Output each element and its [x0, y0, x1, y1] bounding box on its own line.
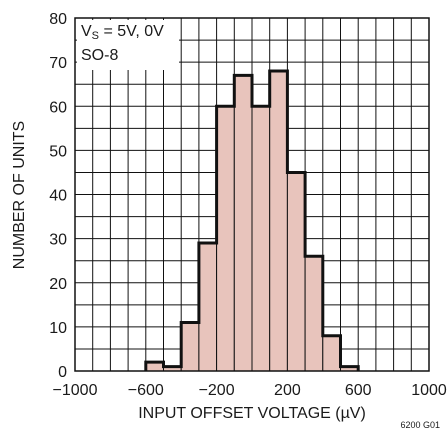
plot-border: [74, 17, 430, 372]
x-tick-label: −200: [199, 382, 235, 399]
histogram-bar: [233, 74, 253, 372]
x-tick-labels: −1000 −600 −200 200 600 1000: [53, 382, 447, 399]
legend-box: VS = 5V, 0V SO-8: [77, 20, 179, 70]
y-tick-label: 0: [58, 364, 67, 381]
histogram-bar: [251, 105, 271, 372]
histogram-bar: [286, 171, 306, 372]
legend-package: SO-8: [81, 47, 119, 64]
y-tick-label: 40: [49, 188, 67, 205]
histogram-bar: [198, 242, 218, 372]
y-axis-label: NUMBER OF UNITS: [11, 120, 29, 269]
legend-supply: VS = 5V, 0V: [81, 23, 164, 42]
histogram-bars: [145, 70, 359, 372]
y-tick-label: 10: [49, 320, 67, 337]
x-tick-label: −1000: [53, 382, 98, 399]
histogram-bar: [322, 335, 341, 372]
x-tick-label: 1000: [411, 382, 447, 399]
histogram-bar: [216, 105, 235, 372]
histogram-bar: [304, 255, 324, 372]
x-tick-label: 600: [345, 382, 372, 399]
plot-frame: [74, 17, 430, 372]
x-tick-label: 200: [274, 382, 301, 399]
y-tick-label: 60: [49, 99, 67, 116]
y-tick-label: 70: [49, 55, 67, 72]
figure-code: 6200 G01: [400, 420, 440, 430]
histogram-bar: [180, 321, 200, 372]
y-tick-label: 80: [49, 11, 67, 28]
histogram-bar: [269, 70, 288, 372]
x-axis-label: INPUT OFFSET VOLTAGE (µV): [138, 405, 366, 422]
y-tick-label: 50: [49, 143, 67, 160]
histogram-outline: [144, 69, 360, 371]
y-tick-label: 20: [49, 276, 67, 293]
y-tick-label: 30: [49, 232, 67, 249]
x-tick-label: −600: [128, 382, 164, 399]
y-tick-labels: 0 10 20 30 40 50 60 70 80: [49, 11, 67, 381]
histogram-step-outline: [144, 69, 360, 371]
